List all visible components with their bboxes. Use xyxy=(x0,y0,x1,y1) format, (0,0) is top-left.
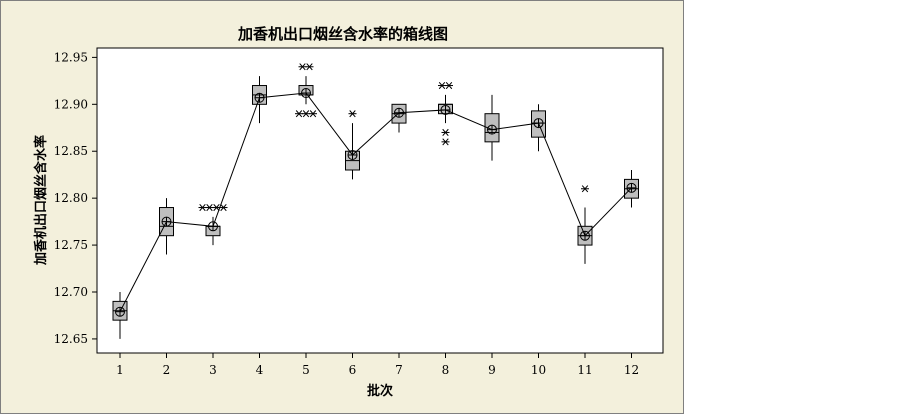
y-axis-title: 加香机出口烟丝含水率 xyxy=(33,135,49,266)
x-tick-label: 7 xyxy=(395,363,403,377)
x-tick-label: 1 xyxy=(116,363,124,377)
x-axis-title: 批次 xyxy=(367,383,393,399)
outlier-marker xyxy=(205,204,214,212)
outlier-marker xyxy=(581,185,589,193)
outlier-marker xyxy=(212,204,221,212)
chart-frame: 加香机出口烟丝含水率的箱线图 12.65 12.70 12.75 12.80 12.85… xyxy=(0,0,684,414)
x-tick-label: 2 xyxy=(163,363,171,377)
plot-area xyxy=(96,47,664,354)
x-tick-label: 5 xyxy=(302,363,310,377)
x-tick-label: 9 xyxy=(488,363,496,377)
outlier-marker xyxy=(348,110,357,118)
mean-connect-line xyxy=(119,92,632,312)
y-tick-label: 12.90 xyxy=(54,97,88,111)
chart-title: 加香机出口烟丝含水率的箱线图 xyxy=(237,25,448,43)
y-tick-label: 12.70 xyxy=(54,285,88,299)
outlier-marker xyxy=(445,82,453,90)
x-tick-label: 11 xyxy=(577,363,592,377)
y-tick-label: 12.75 xyxy=(54,238,88,252)
x-tick-label: 8 xyxy=(442,363,450,377)
outlier-marker xyxy=(441,128,450,136)
x-tick-label: 10 xyxy=(531,363,546,377)
x-tick-label: 4 xyxy=(256,363,264,377)
outlier-marker xyxy=(305,63,314,71)
outlier-marker xyxy=(219,204,228,212)
outlier-marker xyxy=(198,204,207,212)
y-tick-label: 12.80 xyxy=(54,191,88,205)
x-tick-label: 6 xyxy=(349,363,357,377)
boxplot-chart: 加香机出口烟丝含水率的箱线图 12.65 12.70 12.75 12.80 12.85… xyxy=(33,25,664,399)
x-tick-label: 3 xyxy=(209,363,217,377)
outlier-marker xyxy=(441,138,450,146)
outlier-marker xyxy=(295,110,303,118)
outlier-marker xyxy=(302,110,310,118)
y-tick-label: 12.65 xyxy=(54,332,88,346)
y-tick-label: 12.95 xyxy=(54,50,88,64)
y-tick-label: 12.85 xyxy=(54,144,88,158)
outlier-marker xyxy=(438,82,446,90)
outlier-marker xyxy=(298,63,307,71)
outlier-marker xyxy=(309,110,317,118)
x-tick-label: 12 xyxy=(624,363,639,377)
